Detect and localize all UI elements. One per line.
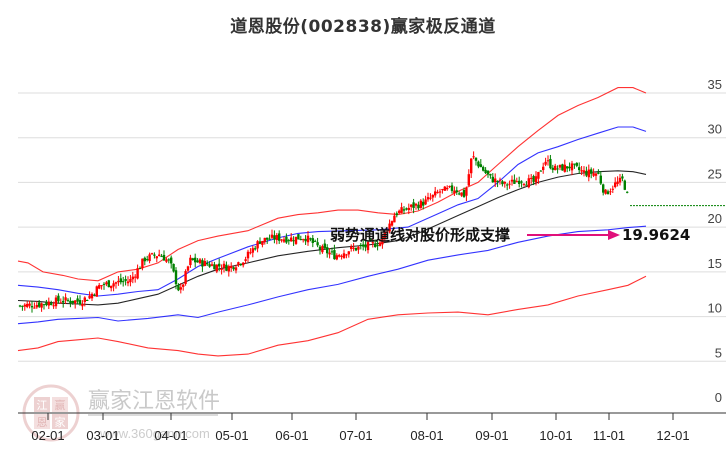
x-tick-label: 11-01 bbox=[593, 428, 625, 443]
watermark-url: www.360gann.com bbox=[99, 426, 210, 441]
x-tick-label: 12-01 bbox=[656, 428, 689, 443]
watermark-brand: 赢家江恩软件 bbox=[88, 389, 220, 414]
y-tick-label: 10 bbox=[708, 301, 722, 316]
x-tick-label: 04-01 bbox=[154, 428, 187, 443]
y-tick-label: 5 bbox=[715, 345, 722, 360]
svg-text:家: 家 bbox=[55, 415, 66, 429]
annotation-value: 19.9624 bbox=[622, 226, 690, 244]
x-tick-label: 07-01 bbox=[339, 428, 372, 443]
y-tick-label: 0 bbox=[715, 390, 722, 405]
annotation-text: 弱势通道线对股价形成支撑 bbox=[330, 226, 510, 244]
watermark-logo-icon: 江 赢 恩 家 bbox=[22, 384, 80, 442]
support-annotation: 弱势通道线对股价形成支撑 19.9624 bbox=[330, 226, 690, 244]
y-axis: 0 5 10 15 20 25 30 35 bbox=[708, 77, 722, 405]
y-tick-label: 15 bbox=[708, 256, 722, 271]
chart-title: 道恩股份(002838)赢家极反通道 bbox=[230, 17, 496, 37]
channel-line bbox=[17, 225, 647, 325]
svg-text:江: 江 bbox=[37, 399, 48, 412]
x-tick-label: 08-01 bbox=[410, 428, 443, 443]
y-tick-label: 20 bbox=[708, 211, 722, 226]
x-axis: 02-01 03-01 04-01 05-01 06-01 07-01 08-01 09-01… bbox=[18, 412, 726, 443]
channel-lines bbox=[17, 87, 726, 357]
y-tick-label: 35 bbox=[708, 77, 722, 92]
arrow-head-icon bbox=[608, 230, 620, 240]
channel-line bbox=[17, 126, 647, 297]
x-tick-label: 06-01 bbox=[275, 428, 308, 443]
svg-text:恩: 恩 bbox=[37, 416, 48, 429]
channel-line bbox=[17, 275, 647, 357]
x-tick-label: 03-01 bbox=[86, 428, 119, 443]
candlesticks bbox=[18, 151, 629, 313]
x-tick-label: 02-01 bbox=[31, 428, 64, 443]
watermark: 江 赢 恩 家 赢家江恩软件 www.360gann.com bbox=[22, 384, 220, 442]
channel-line bbox=[17, 87, 647, 282]
channel-line bbox=[17, 170, 647, 306]
y-tick-label: 25 bbox=[708, 166, 722, 181]
svg-text:赢: 赢 bbox=[55, 398, 66, 412]
x-tick-label: 05-01 bbox=[215, 428, 248, 443]
x-tick-label: 09-01 bbox=[475, 428, 508, 443]
y-tick-label: 30 bbox=[708, 122, 722, 137]
x-tick-label: 10-01 bbox=[539, 428, 572, 443]
